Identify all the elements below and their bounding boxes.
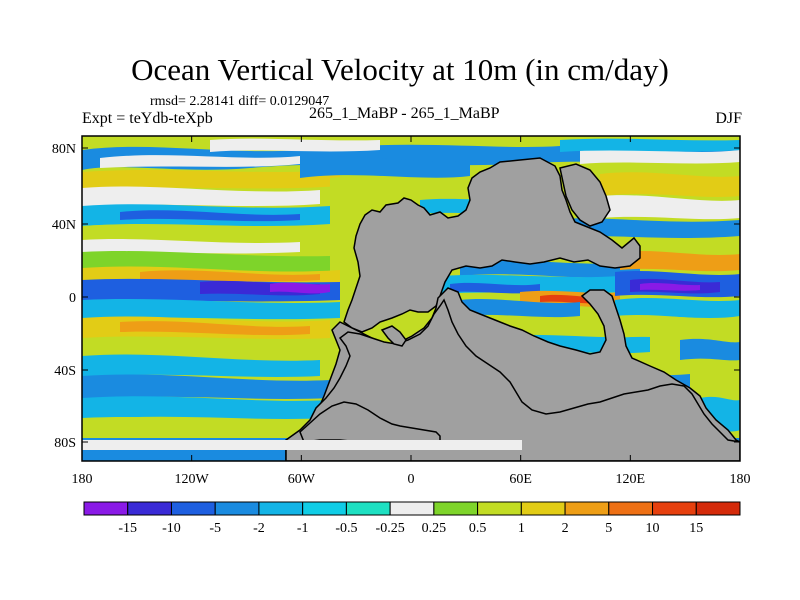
stats-line: rmsd= 2.28141 diff= 0.0129047 bbox=[150, 94, 330, 109]
colorbar-swatch bbox=[477, 501, 522, 516]
colorbar-label: -2 bbox=[253, 521, 265, 536]
colorbar-swatch bbox=[389, 501, 435, 516]
colorbar-swatch bbox=[564, 501, 610, 516]
colorbar-label: -0.25 bbox=[376, 521, 405, 536]
colorbar-swatch bbox=[127, 501, 172, 516]
colorbar-swatch bbox=[83, 501, 129, 516]
colorbar-label: 0.5 bbox=[469, 521, 487, 536]
y-tick-label: 40N bbox=[52, 218, 76, 233]
x-tick-label: 60E bbox=[509, 472, 532, 487]
colorbar-swatch bbox=[214, 501, 260, 516]
x-tick-label: 60W bbox=[288, 472, 316, 487]
colorbar-swatch bbox=[302, 501, 347, 516]
colorbar-label: 5 bbox=[605, 521, 612, 536]
colorbar-swatch bbox=[608, 501, 654, 516]
x-tick-label: 180 bbox=[72, 472, 93, 487]
colorbar-swatch bbox=[433, 501, 479, 516]
run-comparison-label: 265_1_MaBP - 265_1_MaBP bbox=[309, 105, 500, 122]
axis-ticks: 180 120W 60W 0 60E 120E 180 80N 40N 0 40S 80S bbox=[52, 136, 751, 487]
colorbar-swatch bbox=[170, 501, 216, 516]
x-tick-label: 180 bbox=[730, 472, 751, 487]
colorbar-label: 15 bbox=[689, 521, 703, 536]
colorbar: -15 -10 -5 -2 -1 -0.5 -0.25 0.25 0.5 1 2 5 10 15 bbox=[83, 501, 741, 536]
colorbar-swatch bbox=[695, 501, 741, 516]
x-tick-label: 0 bbox=[408, 472, 415, 487]
colorbar-swatch bbox=[258, 501, 304, 516]
colorbar-swatch bbox=[520, 501, 566, 516]
velocity-field bbox=[82, 136, 740, 461]
colorbar-label: -0.5 bbox=[335, 521, 357, 536]
colorbar-label: 10 bbox=[646, 521, 660, 536]
colorbar-label: -1 bbox=[297, 521, 309, 536]
continents bbox=[285, 157, 740, 461]
colorbar-label: -15 bbox=[118, 521, 137, 536]
x-tick-label: 120E bbox=[616, 472, 646, 487]
y-tick-label: 80N bbox=[52, 142, 76, 157]
colorbar-swatch bbox=[652, 501, 697, 516]
colorbar-label: -10 bbox=[162, 521, 181, 536]
y-tick-label: 80S bbox=[54, 436, 76, 451]
colorbar-label: 2 bbox=[562, 521, 569, 536]
x-tick-label: 120W bbox=[175, 472, 210, 487]
colorbar-swatch bbox=[345, 501, 391, 516]
colorbar-label: 1 bbox=[518, 521, 525, 536]
y-tick-label: 0 bbox=[69, 291, 76, 306]
experiment-label: Expt = teYdb-teXpb bbox=[82, 110, 213, 127]
colorbar-label: 0.25 bbox=[422, 521, 447, 536]
season-label: DJF bbox=[715, 110, 742, 127]
map-title: Ocean Vertical Velocity at 10m (in cm/da… bbox=[131, 52, 669, 87]
colorbar-label: -5 bbox=[209, 521, 221, 536]
y-tick-label: 40S bbox=[54, 364, 76, 379]
